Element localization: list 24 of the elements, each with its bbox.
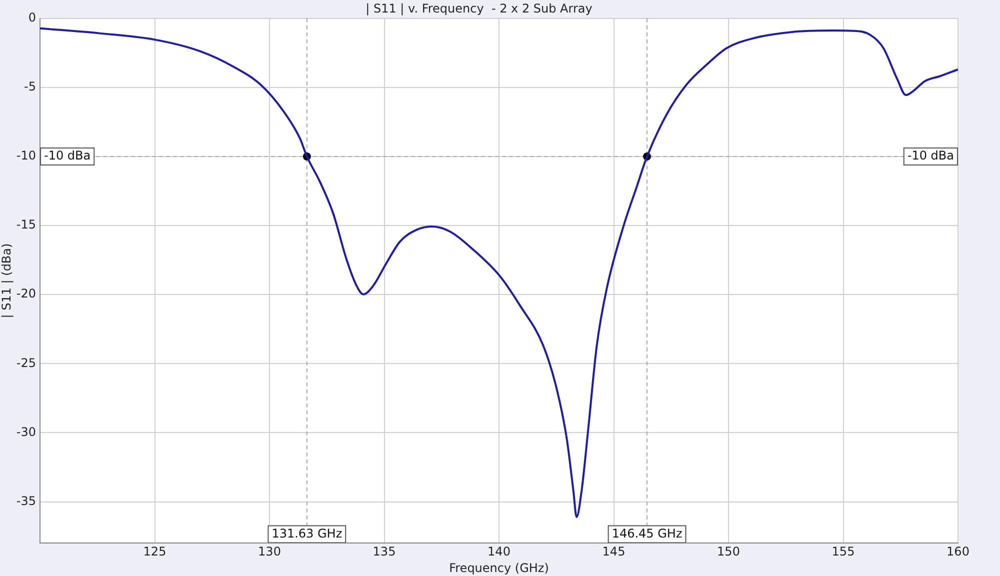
x-tick-label: 150 bbox=[717, 544, 740, 559]
y-tick-label: -20 bbox=[16, 286, 36, 301]
ref-line-label: 131.63 GHz bbox=[272, 526, 342, 540]
y-axis-title: | S11 | (dBa) bbox=[0, 243, 14, 318]
y-tick-label: -5 bbox=[24, 80, 36, 94]
ref-line-label: 146.45 GHz bbox=[612, 526, 682, 540]
x-tick-label: 140 bbox=[488, 544, 510, 559]
x-tick-label: 130 bbox=[258, 544, 281, 559]
x-tick-label: 155 bbox=[832, 544, 855, 559]
x-tick-label: 125 bbox=[143, 544, 166, 559]
y-tick-label: -10 bbox=[16, 148, 36, 163]
y-tick-label: -35 bbox=[16, 494, 36, 508]
ref-line-label: -10 dBa bbox=[44, 148, 91, 163]
y-tick-label: -25 bbox=[16, 356, 36, 370]
y-tick-label: 0 bbox=[28, 10, 36, 25]
y-tick-label: -15 bbox=[16, 218, 36, 232]
x-tick-label: 145 bbox=[602, 544, 626, 559]
x-tick-label: 160 bbox=[946, 544, 970, 559]
x-tick-label: 135 bbox=[372, 544, 396, 559]
y-tick-label: -30 bbox=[16, 424, 36, 439]
x-axis-title: Frequency (GHz) bbox=[449, 560, 549, 575]
text: -10 dBa bbox=[907, 148, 954, 163]
line-series bbox=[40, 27, 958, 518]
chart-title: | S11 | v. Frequency - 2 x 2 Sub Array bbox=[366, 1, 592, 16]
